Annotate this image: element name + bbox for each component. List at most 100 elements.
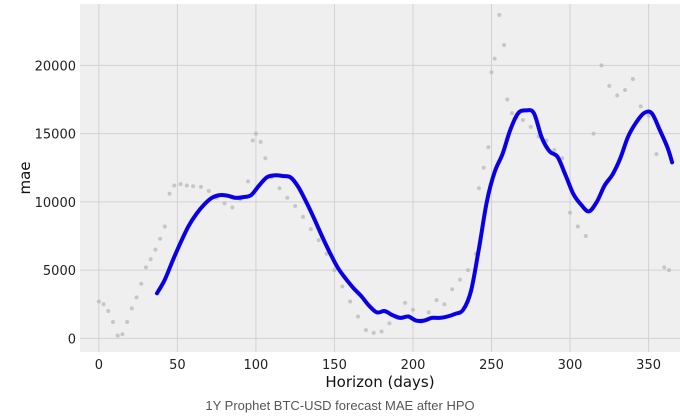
scatter-point [497,12,502,17]
scatter-point [184,183,189,188]
scatter-point [505,97,510,102]
y-tick-label: 20000 [35,59,76,74]
scatter-point [258,139,263,144]
scatter-point [607,83,612,88]
scatter-point [528,124,533,129]
scatter-point [324,251,329,256]
scatter-point [434,298,439,303]
scatter-point [615,93,620,98]
y-tick-label: 0 [68,332,76,347]
scatter-point [115,333,120,338]
scatter-point [96,299,101,304]
scatter-point [356,314,361,319]
scatter-point [285,195,290,200]
scatter-point [442,302,447,307]
scatter-point [153,247,158,252]
scatter-point [623,87,628,92]
scatter-point [379,329,384,334]
scatter-point [230,205,235,210]
scatter-point [403,300,408,305]
scatter-point [191,184,196,189]
scatter-point [162,224,167,229]
scatter-point [450,287,455,292]
scatter-point [481,165,486,170]
mae-horizon-chart: 0 50 100 150 200 250 300 350 0 5000 10000 15000 200… [16,4,680,391]
scatter-point [486,145,491,150]
scatter-point [489,70,494,75]
scatter-point [662,265,667,270]
x-tick-label: 200 [401,358,426,373]
scatter-point [363,328,368,333]
scatter-point [246,179,251,184]
scatter-point [167,191,172,196]
scatter-point [568,210,573,215]
scatter-point [198,184,203,189]
x-tick-label: 350 [636,358,661,373]
plot-background [80,4,680,352]
scatter-point [599,63,604,68]
scatter-points [96,12,672,338]
scatter-point [340,284,345,289]
scatter-point [552,148,557,153]
y-tick-label: 15000 [35,128,76,143]
scatter-point [316,238,321,243]
scatter-point [263,156,268,161]
y-axis-label: mae [16,161,34,194]
x-axis-label: Horizon (days) [325,373,434,391]
scatter-point [178,182,183,187]
scatter-point [458,277,463,282]
scatter-point [110,319,115,324]
scatter-point [465,268,470,273]
scatter-point [158,236,163,241]
scatter-point [148,257,153,262]
scatter-point [129,306,134,311]
scatter-point [509,111,514,116]
scatter-point [301,214,306,219]
scatter-point [667,268,672,273]
scatter-point [222,201,227,206]
figure-caption: 1Y Prophet BTC-USD forecast MAE after HP… [205,398,475,413]
scatter-point [638,104,643,109]
scatter-point [371,330,376,335]
x-tick-label: 50 [169,358,186,373]
scatter-point [172,183,177,188]
x-tick-label: 300 [558,358,583,373]
scatter-point [502,42,507,47]
scatter-point [654,152,659,157]
y-tick-label: 10000 [35,196,76,211]
scatter-point [134,295,139,300]
scatter-point [476,186,481,191]
scatter-point [277,186,282,191]
mae-line [155,108,675,324]
scatter-point [293,203,298,208]
x-tick-label: 0 [95,358,103,373]
scatter-point [646,113,651,118]
scatter-point [106,309,111,314]
scatter-point [250,138,255,143]
scatter-point [206,188,211,193]
scatter-point [410,307,415,312]
y-tick-label: 5000 [43,264,76,279]
scatter-point [101,302,106,307]
x-tick-labels: 0 50 100 150 200 250 300 350 [95,358,661,373]
scatter-point [125,319,130,324]
scatter-point [308,227,313,232]
scatter-point [332,268,337,273]
x-tick-label: 100 [244,358,269,373]
scatter-point [560,156,565,161]
y-tick-labels: 0 5000 10000 15000 20000 [35,59,76,347]
scatter-point [630,77,635,82]
scatter-point [426,310,431,315]
scatter-point [120,332,125,337]
scatter-point [139,281,144,286]
scatter-point [492,56,497,61]
scatter-point [387,321,392,326]
scatter-point [520,118,525,122]
x-tick-label: 150 [322,358,347,373]
scatter-point [591,131,596,136]
scatter-point [575,224,580,229]
scatter-point [253,131,258,136]
scatter-point [583,234,588,238]
scatter-point [348,299,353,304]
x-tick-label: 250 [479,358,504,373]
